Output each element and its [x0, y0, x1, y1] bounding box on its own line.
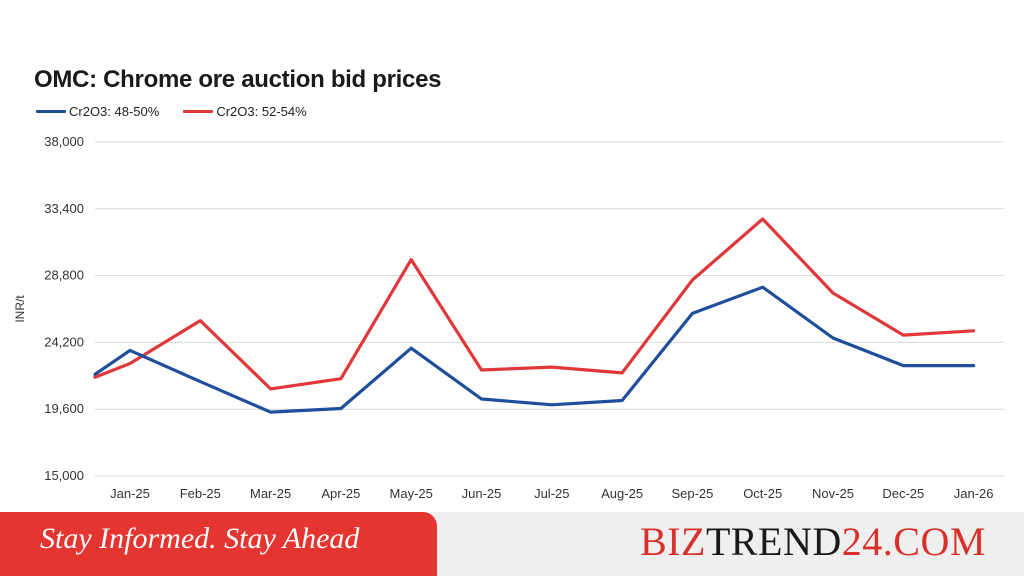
y-tick-label: 28,800	[44, 268, 84, 283]
x-tick-label: Feb-25	[180, 486, 221, 501]
legend-item-series-1: Cr2O3: 48-50%	[36, 104, 159, 119]
y-axis-label: INR/t	[13, 295, 27, 323]
y-tick-label: 33,400	[44, 201, 84, 216]
series-line-1	[93, 285, 976, 414]
x-tick-label: Mar-25	[250, 486, 291, 501]
legend-label-series-1: Cr2O3: 48-50%	[69, 104, 160, 119]
x-tick-label: Nov-25	[812, 486, 854, 501]
footer-banner: Stay Informed. Stay Ahead BIZTREND24.COM	[0, 512, 1024, 576]
legend-label-series-2: Cr2O3: 52-54%	[216, 104, 307, 119]
x-tick-label: Apr-25	[321, 486, 360, 501]
brand-logo-part-biz: BIZ	[640, 519, 706, 564]
chart-legend: Cr2O3: 48-50% Cr2O3: 52-54%	[36, 104, 307, 119]
x-tick-label: Oct-25	[743, 486, 782, 501]
x-tick-label: Jan-25	[110, 486, 150, 501]
footer-slogan-panel: Stay Informed. Stay Ahead	[0, 512, 437, 576]
x-tick-label: Dec-25	[882, 486, 924, 501]
y-tick-label: 38,000	[44, 134, 84, 149]
y-tick-label: 19,600	[44, 401, 84, 416]
brand-logo[interactable]: BIZTREND24.COM	[640, 518, 986, 565]
legend-swatch-series-2	[183, 110, 214, 113]
x-tick-label: Jun-25	[462, 486, 502, 501]
brand-logo-part-24com: 24.COM	[841, 519, 986, 564]
chart-title: OMC: Chrome ore auction bid prices	[34, 66, 442, 93]
brand-logo-part-trend: TREND	[705, 519, 842, 564]
series-line-2	[93, 217, 976, 391]
x-tick-label: Jul-25	[534, 486, 569, 501]
x-tick-label: Jan-26	[954, 486, 994, 501]
x-tick-label: Aug-25	[601, 486, 643, 501]
y-tick-label: 24,200	[44, 334, 84, 349]
y-tick-label: 15,000	[44, 468, 84, 483]
x-tick-label: May-25	[390, 486, 433, 501]
x-tick-label: Sep-25	[671, 486, 713, 501]
legend-item-series-2: Cr2O3: 52-54%	[183, 104, 307, 119]
line-chart: 15,000 19,600 24,200 28,800 33,400 38,000 INR/…	[13, 134, 1004, 501]
footer-slogan: Stay Informed. Stay Ahead	[40, 522, 360, 555]
legend-swatch-series-1	[36, 110, 66, 113]
